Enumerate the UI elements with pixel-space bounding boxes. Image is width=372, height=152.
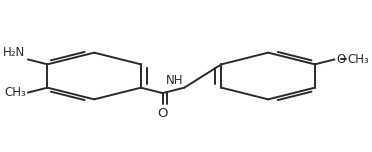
Text: CH₃: CH₃ [4, 86, 26, 99]
Text: NH: NH [166, 74, 183, 87]
Text: H₂N: H₂N [3, 46, 25, 59]
Text: CH₃: CH₃ [347, 53, 369, 66]
Text: O: O [337, 53, 346, 66]
Text: O: O [157, 107, 168, 120]
